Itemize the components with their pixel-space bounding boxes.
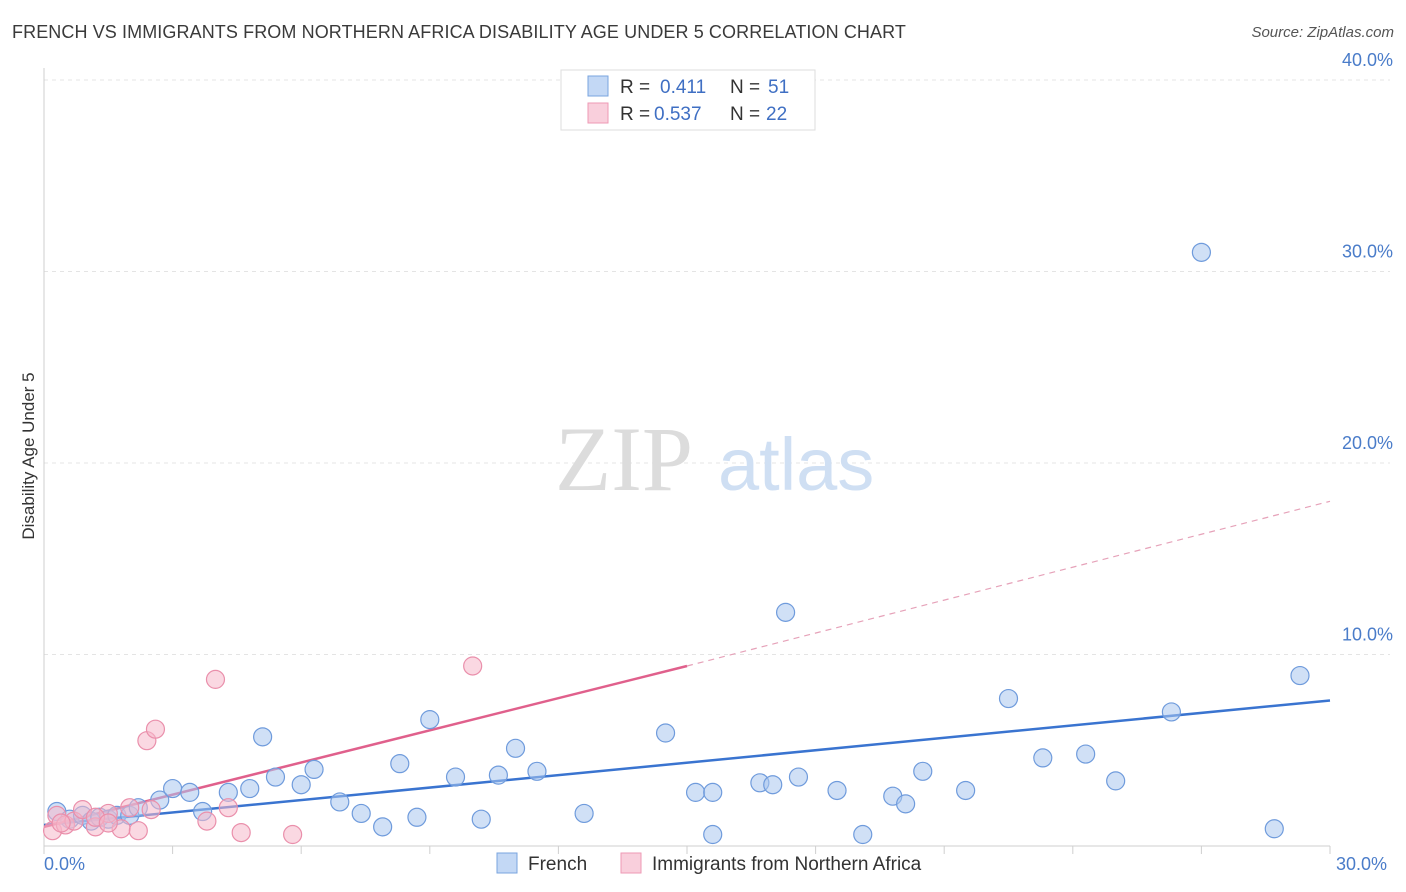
point-series-0-17 xyxy=(291,775,311,795)
point-series-0-14 xyxy=(240,778,260,799)
point-series-1-21 xyxy=(98,813,118,833)
point-series-0-30 xyxy=(574,803,594,824)
y-tick-label-20: 20.0% xyxy=(1342,433,1393,453)
point-series-0-51 xyxy=(1264,819,1284,839)
point-series-1-14 xyxy=(205,669,226,689)
point-series-0-33 xyxy=(703,824,723,845)
point-series-0-43 xyxy=(913,761,933,781)
data-points xyxy=(42,242,1310,845)
point-series-0-25 xyxy=(445,767,466,787)
x-tick-marks xyxy=(43,846,1331,854)
trend-lines xyxy=(43,500,1331,829)
point-series-1-12 xyxy=(145,719,166,739)
legend-r-label-immigrants: R = xyxy=(620,104,650,125)
legend-n-value-french: 51 xyxy=(768,77,789,98)
y-tick-label-40: 40.0% xyxy=(1342,50,1393,70)
x-tick-label-min: 0.0% xyxy=(44,854,85,874)
point-series-0-22 xyxy=(390,754,410,774)
point-series-0-26 xyxy=(471,809,491,829)
watermark-zip: ZIP xyxy=(555,408,693,510)
grid-lines xyxy=(44,79,1390,655)
point-series-0-28 xyxy=(505,738,526,758)
point-series-0-18 xyxy=(304,759,324,780)
x-tick-label-max: 30.0% xyxy=(1336,854,1387,874)
chart-title: FRENCH VS IMMIGRANTS FROM NORTHERN AFRIC… xyxy=(12,22,906,42)
point-series-0-15 xyxy=(253,727,273,747)
legend-r-value-immigrants: 0.537 xyxy=(654,104,702,125)
legend-box: R = 0.411 N = 51 R = 0.537 N = 22 xyxy=(560,69,816,131)
point-series-0-49 xyxy=(1161,702,1181,722)
legend-n-label-french: N = xyxy=(730,77,760,98)
point-series-0-44 xyxy=(956,780,976,801)
point-series-0-36 xyxy=(763,775,783,795)
watermark-atlas: atlas xyxy=(718,423,874,506)
point-series-0-19 xyxy=(330,792,350,812)
point-series-1-10 xyxy=(141,800,161,820)
point-series-1-8 xyxy=(120,798,140,818)
legend-n-value-immigrants: 22 xyxy=(766,104,787,125)
point-series-0-38 xyxy=(788,767,809,787)
y-tick-labels: 10.0% 20.0% 30.0% 40.0% xyxy=(1342,50,1393,645)
y-tick-label-10: 10.0% xyxy=(1342,625,1393,645)
bottom-legend: French Immigrants from Northern Africa xyxy=(496,852,922,875)
legend-n-label-immigrants: N = xyxy=(730,104,760,125)
point-series-0-47 xyxy=(1076,744,1096,764)
point-series-1-16 xyxy=(231,822,251,843)
point-series-0-46 xyxy=(1033,748,1053,768)
point-series-0-27 xyxy=(488,765,508,785)
bottom-legend-label-immigrants: Immigrants from Northern Africa xyxy=(652,854,922,875)
point-series-0-37 xyxy=(775,602,796,622)
source-label: Source: ZipAtlas.com xyxy=(1251,24,1394,41)
legend-swatch-immigrants xyxy=(587,102,609,124)
point-series-0-40 xyxy=(853,824,873,845)
trend-extension-series-1 xyxy=(686,500,1331,667)
trend-line-series-0 xyxy=(43,699,1331,827)
bottom-legend-label-french: French xyxy=(528,854,587,875)
watermark: ZIP atlas xyxy=(555,408,874,510)
point-series-0-24 xyxy=(420,710,440,730)
point-series-0-10 xyxy=(163,778,183,799)
point-series-0-21 xyxy=(373,817,393,837)
point-series-0-29 xyxy=(527,761,547,781)
point-series-0-39 xyxy=(827,780,847,801)
point-series-1-13 xyxy=(197,811,217,831)
point-series-1-15 xyxy=(218,798,238,818)
legend-r-label-french: R = xyxy=(620,77,650,98)
point-series-0-16 xyxy=(265,767,286,787)
point-series-0-11 xyxy=(180,782,200,802)
point-series-1-9 xyxy=(128,821,148,841)
point-series-0-45 xyxy=(998,688,1019,709)
point-series-0-52 xyxy=(1290,665,1310,686)
bottom-legend-swatch-immigrants xyxy=(620,852,642,874)
bottom-legend-swatch-french xyxy=(496,852,518,874)
point-series-0-50 xyxy=(1191,242,1212,262)
legend-r-value-french: 0.411 xyxy=(660,77,706,98)
point-series-1-20 xyxy=(51,813,71,833)
point-series-0-23 xyxy=(407,807,427,827)
y-axis-label: Disability Age Under 5 xyxy=(19,372,38,539)
legend-swatch-french xyxy=(587,75,609,97)
point-series-0-48 xyxy=(1106,771,1126,791)
y-tick-label-30: 30.0% xyxy=(1342,242,1393,262)
point-series-0-20 xyxy=(351,803,371,824)
point-series-0-31 xyxy=(655,723,676,743)
point-series-0-32 xyxy=(685,782,706,802)
point-series-0-42 xyxy=(896,794,916,814)
point-series-1-17 xyxy=(283,824,303,845)
point-series-1-18 xyxy=(463,656,483,676)
point-series-0-34 xyxy=(703,782,723,802)
